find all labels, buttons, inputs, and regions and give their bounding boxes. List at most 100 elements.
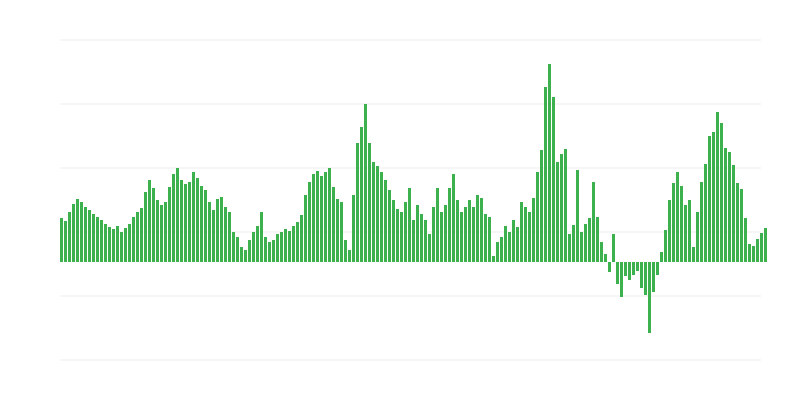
volume-bar[interactable] [660, 252, 663, 262]
volume-bar[interactable] [72, 204, 75, 262]
volume-bar[interactable] [664, 230, 667, 262]
volume-bar[interactable] [100, 220, 103, 262]
volume-bar[interactable] [720, 123, 723, 262]
volume-bar[interactable] [416, 205, 419, 262]
volume-bar[interactable] [236, 237, 239, 262]
volume-bar[interactable] [156, 200, 159, 262]
volume-bar[interactable] [744, 218, 747, 262]
volume-bar[interactable] [764, 228, 767, 262]
volume-bar[interactable] [144, 192, 147, 262]
volume-bar[interactable] [224, 207, 227, 262]
volume-bar[interactable] [496, 242, 499, 262]
volume-bar[interactable] [468, 200, 471, 262]
volume-bar[interactable] [508, 232, 511, 262]
volume-bar[interactable] [196, 178, 199, 262]
volume-bar[interactable] [304, 195, 307, 262]
volume-bar[interactable] [172, 174, 175, 262]
volume-bar[interactable] [504, 226, 507, 262]
volume-bar[interactable] [752, 246, 755, 262]
volume-bar[interactable] [184, 184, 187, 262]
volume-bar[interactable] [352, 195, 355, 262]
volume-bar[interactable] [424, 220, 427, 262]
volume-bar[interactable] [96, 217, 99, 262]
volume-bar[interactable] [708, 136, 711, 262]
volume-bar[interactable] [64, 221, 67, 262]
volume-bar[interactable] [364, 104, 367, 262]
volume-bar[interactable] [68, 212, 71, 262]
volume-bar[interactable] [160, 205, 163, 262]
volume-bar[interactable] [260, 212, 263, 262]
volume-bar[interactable] [456, 200, 459, 262]
volume-bar[interactable] [500, 237, 503, 262]
volume-bar[interactable] [600, 242, 603, 262]
volume-bar[interactable] [332, 187, 335, 262]
volume-bar[interactable] [616, 262, 619, 284]
volume-bar[interactable] [592, 182, 595, 262]
volume-bar[interactable] [84, 207, 87, 262]
volume-bar[interactable] [696, 212, 699, 262]
volume-bar[interactable] [264, 237, 267, 262]
volume-bar[interactable] [584, 224, 587, 262]
volume-bar[interactable] [596, 217, 599, 262]
volume-bar[interactable] [204, 190, 207, 262]
volume-bar[interactable] [216, 199, 219, 262]
volume-bar[interactable] [300, 215, 303, 262]
volume-bar[interactable] [388, 190, 391, 262]
volume-bar[interactable] [432, 207, 435, 262]
volume-bar[interactable] [676, 172, 679, 262]
volume-bar[interactable] [464, 207, 467, 262]
volume-bar[interactable] [200, 186, 203, 262]
volume-bar[interactable] [308, 182, 311, 262]
volume-bar[interactable] [152, 188, 155, 262]
volume-bar[interactable] [636, 262, 639, 271]
volume-bar[interactable] [576, 170, 579, 262]
volume-bar[interactable] [392, 200, 395, 262]
volume-bar[interactable] [728, 152, 731, 262]
volume-bar[interactable] [428, 234, 431, 262]
volume-bar[interactable] [136, 212, 139, 262]
volume-bar[interactable] [520, 202, 523, 262]
volume-bar[interactable] [376, 166, 379, 262]
volume-bar[interactable] [668, 200, 671, 262]
volume-bar[interactable] [192, 172, 195, 262]
volume-bar[interactable] [564, 149, 567, 262]
volume-bar[interactable] [132, 217, 135, 262]
volume-bar[interactable] [624, 262, 627, 276]
volume-bar[interactable] [516, 227, 519, 262]
volume-bar[interactable] [408, 188, 411, 262]
volume-bar[interactable] [324, 172, 327, 262]
volume-bar[interactable] [120, 232, 123, 262]
volume-bar[interactable] [724, 148, 727, 262]
volume-bar[interactable] [244, 250, 247, 262]
volume-bar[interactable] [404, 202, 407, 262]
volume-bar[interactable] [328, 168, 331, 262]
volume-bar[interactable] [240, 247, 243, 262]
volume-bar[interactable] [400, 212, 403, 262]
volume-bar[interactable] [60, 218, 63, 262]
volume-bar[interactable] [672, 183, 675, 262]
volume-bar[interactable] [688, 200, 691, 262]
volume-bar[interactable] [104, 224, 107, 262]
volume-bar[interactable] [396, 209, 399, 262]
volume-bar[interactable] [532, 198, 535, 262]
volume-bar[interactable] [116, 226, 119, 262]
volume-bar[interactable] [556, 162, 559, 262]
volume-bar[interactable] [484, 214, 487, 262]
volume-bar[interactable] [312, 174, 315, 262]
volume-bar[interactable] [560, 154, 563, 262]
volume-bar[interactable] [412, 220, 415, 262]
volume-bar[interactable] [356, 143, 359, 262]
volume-bar[interactable] [604, 254, 607, 262]
volume-bar[interactable] [652, 262, 655, 292]
volume-bar[interactable] [748, 244, 751, 262]
volume-bar[interactable] [420, 214, 423, 262]
volume-bar[interactable] [268, 242, 271, 262]
volume-bar[interactable] [316, 171, 319, 262]
volume-bar[interactable] [612, 234, 615, 262]
volume-bar[interactable] [140, 208, 143, 262]
volume-bar[interactable] [88, 210, 91, 262]
volume-bar[interactable] [252, 232, 255, 262]
volume-bar[interactable] [76, 199, 79, 262]
volume-bar[interactable] [620, 262, 623, 297]
volume-bar[interactable] [92, 214, 95, 262]
